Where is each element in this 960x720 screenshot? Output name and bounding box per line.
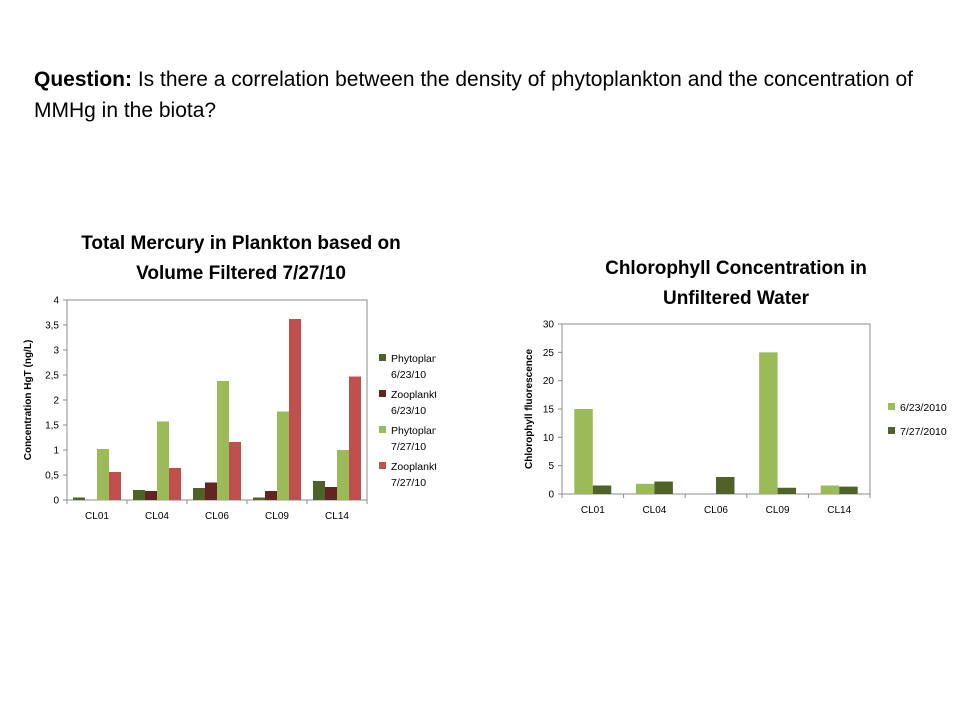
x-tick-label: CL04	[145, 511, 169, 520]
bar-cl04-series-1	[654, 481, 673, 494]
bar-cl14-series-3	[349, 376, 361, 500]
bar-cl06-series-0	[193, 488, 205, 500]
bar-cl14-series-0	[313, 481, 325, 500]
y-tick-label: 15	[543, 405, 555, 416]
bar-cl04-series-3	[169, 468, 181, 500]
bar-cl06-series-1	[716, 477, 735, 494]
bar-cl14-series-0	[820, 485, 840, 494]
bar-cl09-series-3	[289, 319, 301, 500]
y-tick-label: 0	[53, 496, 59, 507]
x-tick-label: CL01	[85, 511, 109, 520]
question-label: Question:	[34, 68, 132, 91]
x-tick-label: CL06	[205, 511, 229, 520]
bar-cl04-series-0	[635, 483, 655, 494]
y-tick-label: 2	[53, 396, 59, 407]
y-tick-label: 30	[543, 320, 555, 331]
bar-cl04-series-2	[157, 421, 169, 500]
y-tick-label: 1	[53, 446, 59, 457]
y-tick-label: 1,5	[45, 421, 59, 432]
legend-label: Zooplankton	[391, 461, 436, 473]
legend-label: Zooplankton	[391, 389, 436, 401]
legend-label: 7/27/10	[391, 441, 426, 453]
bar-cl09-series-2	[277, 411, 289, 500]
legend-swatch-series-0	[888, 403, 895, 410]
x-tick-label: CL09	[265, 511, 289, 520]
y-tick-label: 0	[548, 490, 554, 501]
chart-title-line: Chlorophyll Concentration in	[605, 258, 867, 279]
question-text: Question: Is there a correlation between…	[34, 64, 914, 126]
bar-cl09-series-0	[253, 497, 265, 500]
x-tick-label: CL04	[642, 505, 666, 516]
chlorophyll-chart: Chlorophyll Concentration in Unfiltered W…	[516, 245, 956, 525]
y-tick-label: 25	[543, 348, 555, 359]
legend-swatch-series-0	[379, 354, 386, 361]
bar-cl01-series-0	[574, 409, 593, 494]
x-tick-label: CL09	[766, 505, 790, 516]
legend-swatch-series-1	[379, 390, 386, 397]
bar-cl14-series-1	[839, 486, 858, 494]
bar-cl01-series-2	[97, 449, 109, 500]
y-axis-title: Concentration HgT (ng/L)	[23, 340, 34, 461]
bar-cl06-series-3	[229, 442, 241, 500]
y-tick-label: 2,5	[45, 371, 59, 382]
y-tick-label: 5	[548, 461, 554, 472]
x-tick-label: CL14	[325, 511, 349, 520]
legend-label: Phytoplankton	[391, 425, 436, 437]
chart-title-line: Unfiltered Water	[663, 288, 810, 309]
legend-label: 6/23/10	[391, 369, 426, 381]
legend-swatch-series-3	[379, 462, 386, 469]
chart-title-line: Total Mercury in Plankton based on	[81, 233, 401, 254]
x-tick-label: CL06	[704, 505, 728, 516]
bar-cl09-series-0	[759, 352, 778, 494]
bar-cl14-series-2	[337, 450, 349, 500]
bar-cl01-series-0	[73, 497, 85, 500]
legend-label: 6/23/10	[391, 405, 426, 417]
legend-swatch-series-2	[379, 426, 386, 433]
bar-cl09-series-1	[265, 491, 277, 500]
y-tick-label: 0,5	[45, 471, 59, 482]
bar-cl06-series-1	[205, 482, 217, 500]
bar-cl14-series-1	[325, 487, 337, 500]
y-tick-label: 3,5	[45, 321, 59, 332]
legend-label: 7/27/10	[391, 477, 426, 489]
bar-cl06-series-2	[217, 381, 229, 500]
legend-label: Phytoplankton	[391, 353, 436, 365]
y-tick-label: 20	[543, 376, 555, 387]
mercury-plankton-chart: Total Mercury in Plankton based on Volume…	[16, 220, 436, 520]
x-tick-label: CL14	[827, 505, 851, 516]
bar-cl01-series-3	[109, 472, 121, 500]
legend-label: 7/27/2010	[900, 426, 947, 438]
y-tick-label: 4	[53, 296, 59, 307]
legend-label: 6/23/2010	[900, 402, 947, 414]
chart-title-line: Volume Filtered 7/27/10	[136, 263, 346, 284]
y-axis-title: Chlorophyll fluorescence	[524, 349, 535, 469]
x-tick-label: CL01	[581, 505, 605, 516]
question-body: Is there a correlation between the densi…	[34, 68, 914, 122]
bar-cl04-series-1	[145, 491, 157, 500]
legend-swatch-series-1	[888, 427, 895, 434]
y-tick-label: 3	[53, 346, 59, 357]
bar-cl09-series-1	[777, 487, 797, 494]
bar-cl04-series-0	[133, 490, 145, 500]
y-tick-label: 10	[543, 433, 555, 444]
bar-cl01-series-1	[592, 485, 612, 494]
